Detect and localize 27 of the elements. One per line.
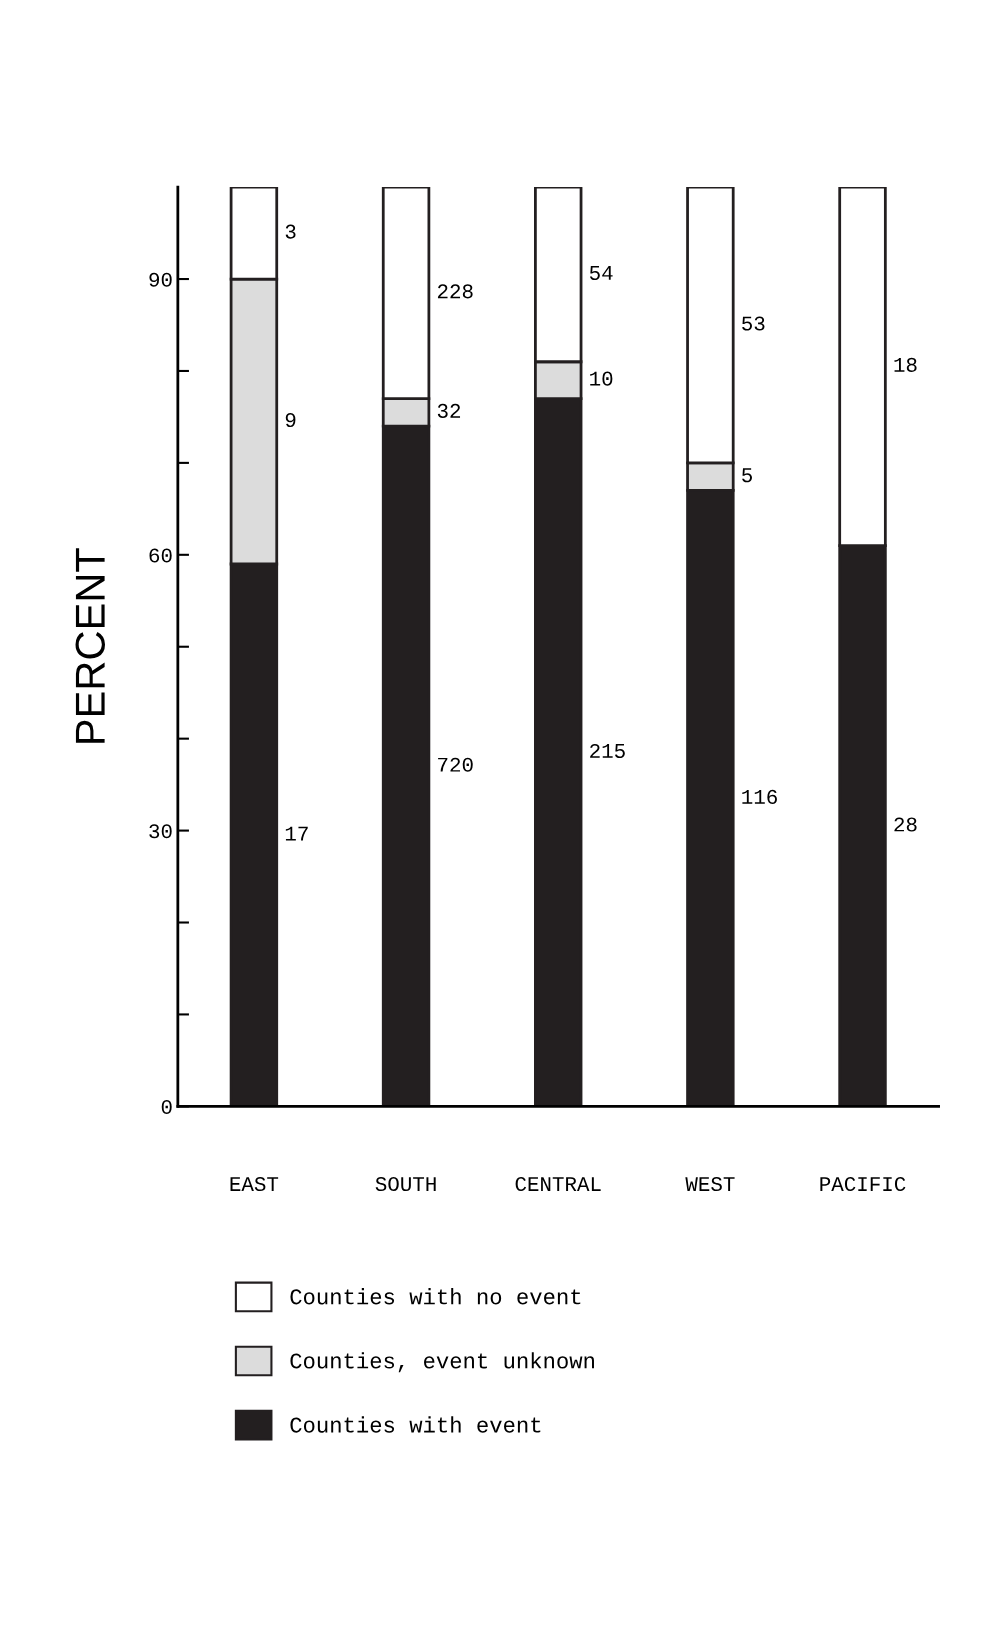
- x-tick-label: SOUTH: [375, 1176, 436, 1192]
- x-tick-label: WEST: [685, 1176, 735, 1192]
- annotation: 720: [438, 757, 473, 772]
- annotation: 215: [590, 743, 625, 759]
- annotation: 18: [894, 357, 917, 372]
- annotation: 228: [437, 284, 473, 299]
- annotation: 53: [742, 316, 765, 331]
- annotation: 32: [437, 403, 461, 418]
- legend-label: Counties with no event: [290, 1288, 581, 1305]
- x-tick-label: CENTRAL: [515, 1176, 601, 1192]
- annotation: 5: [742, 468, 752, 483]
- legend-label: Counties, event unknown: [290, 1352, 594, 1373]
- x-tick-label: EAST: [230, 1176, 279, 1192]
- annotation: 17: [285, 826, 308, 841]
- annotation: 116: [742, 789, 777, 804]
- annotation: 3: [285, 224, 296, 239]
- x-tick-label: PACIFIC: [820, 1176, 906, 1192]
- y-axis-title: PERCENT: [75, 548, 106, 743]
- y-tick-label: 30: [149, 824, 172, 839]
- legend-label: Counties with event: [290, 1416, 541, 1433]
- y-tick-label: 90: [149, 272, 172, 287]
- y-tick-label: 60: [149, 548, 172, 563]
- annotation: 10: [590, 371, 613, 386]
- y-tick-label: 0: [161, 1099, 172, 1115]
- annotation: 28: [894, 817, 917, 832]
- annotation: 54: [589, 266, 613, 281]
- annotation: 9: [285, 412, 296, 428]
